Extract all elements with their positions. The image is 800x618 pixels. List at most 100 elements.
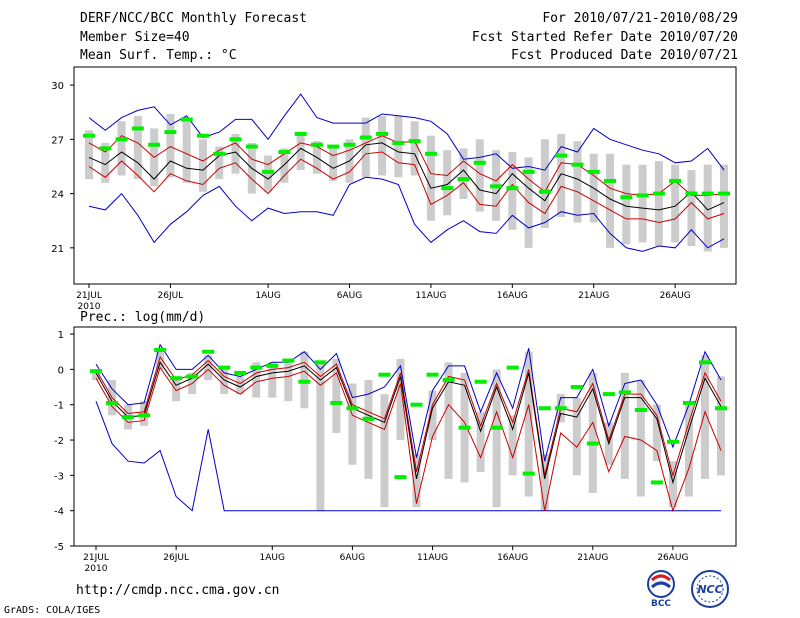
observation-marker xyxy=(278,149,291,154)
observation-marker xyxy=(234,370,247,375)
x-tick-label-precipitation: 6AUG xyxy=(340,553,365,563)
observation-marker xyxy=(180,117,193,122)
spread-bar xyxy=(459,148,468,200)
x-tick-label-temperature: 6AUG xyxy=(337,291,362,301)
bcc-logo: BCC xyxy=(647,570,675,608)
observation-marker xyxy=(441,186,454,191)
spread-bar xyxy=(444,362,453,479)
observation-marker xyxy=(378,372,391,377)
observation-marker xyxy=(196,133,209,138)
ncc-logo-label: NCC xyxy=(697,583,722,596)
spread-bar xyxy=(652,404,661,462)
source-url[interactable]: http://cmdp.ncc.cma.gov.cn xyxy=(76,583,280,598)
spread-bar xyxy=(364,379,373,479)
spread-bar xyxy=(426,135,435,221)
spread-bar xyxy=(215,146,224,180)
observation-marker xyxy=(218,365,231,370)
series-line-mean xyxy=(88,142,725,211)
observation-marker xyxy=(570,385,583,390)
plot-frame-precipitation xyxy=(73,326,737,547)
observation-marker xyxy=(669,178,682,183)
spread-bar xyxy=(475,139,484,212)
observation-marker xyxy=(458,425,471,430)
series-line-upper xyxy=(88,135,725,196)
x-tick-label-precipitation: 21JUL xyxy=(83,553,109,563)
observation-marker xyxy=(362,416,375,421)
spread-bar xyxy=(687,170,696,247)
x-tick-label-precipitation: 21AUG xyxy=(577,553,608,563)
observation-marker xyxy=(474,379,487,384)
observation-marker xyxy=(652,191,665,196)
observation-marker xyxy=(650,480,663,485)
observation-marker xyxy=(410,402,423,407)
forecast-started-date: Fcst Started Refer Date 2010/07/20 xyxy=(471,30,738,45)
observation-marker xyxy=(490,425,503,430)
spread-bar xyxy=(622,164,631,245)
series-line-mean xyxy=(95,361,722,485)
observation-marker xyxy=(604,178,617,183)
observation-marker xyxy=(685,191,698,196)
spread-bar xyxy=(720,164,728,248)
spread-bar xyxy=(378,115,387,176)
series-line-upper xyxy=(95,355,722,478)
spread-bar xyxy=(620,372,629,479)
chart-title: DERF/NCC/BCC Monthly Forecast xyxy=(80,11,307,26)
observation-marker xyxy=(587,169,600,174)
observation-marker xyxy=(229,137,242,142)
observation-marker xyxy=(106,400,119,405)
observation-marker xyxy=(457,177,470,182)
y-tick-label-temperature: 24 xyxy=(51,190,64,201)
spread-bar xyxy=(394,115,403,178)
observation-marker xyxy=(164,130,177,135)
spread-bar xyxy=(172,376,181,402)
spread-bar xyxy=(524,351,533,497)
spread-bar xyxy=(636,379,645,497)
spread-bar xyxy=(296,133,305,171)
spread-bar xyxy=(156,348,165,370)
x-tick-label-temperature: 21JUL xyxy=(76,291,102,301)
observation-marker xyxy=(586,441,599,446)
spread-bar xyxy=(166,114,175,178)
y-tick-label-precipitation: -3 xyxy=(54,471,64,482)
spread-bar xyxy=(236,376,245,395)
observation-marker xyxy=(554,406,567,411)
observation-marker xyxy=(148,142,161,147)
spread-bar xyxy=(668,461,677,508)
observation-marker xyxy=(473,160,486,165)
observation-marker xyxy=(538,406,551,411)
spread-bar xyxy=(412,454,421,508)
observation-marker xyxy=(442,377,455,382)
observation-marker xyxy=(99,146,112,151)
observation-marker xyxy=(122,415,135,420)
spread-bar xyxy=(540,139,549,228)
observation-marker xyxy=(83,133,95,138)
observation-marker xyxy=(538,189,551,194)
plot-frame-temperature xyxy=(73,66,737,285)
spread-bar xyxy=(280,148,289,183)
spread-bar xyxy=(588,372,597,494)
spread-bar xyxy=(231,133,240,174)
observation-marker xyxy=(522,471,535,476)
y-tick-label-precipitation: -4 xyxy=(54,507,64,518)
observation-marker xyxy=(186,374,199,379)
x-tick-label-temperature: 16AUG xyxy=(497,291,528,301)
observation-marker xyxy=(115,137,128,142)
observation-marker xyxy=(506,365,519,370)
spread-bar xyxy=(700,355,709,479)
observation-marker xyxy=(154,347,167,352)
observation-marker xyxy=(408,139,421,144)
spread-bar xyxy=(361,117,370,178)
spread-bar xyxy=(573,141,582,223)
y-tick-label-precipitation: 1 xyxy=(58,330,64,341)
x-tick-label-temperature: 26AUG xyxy=(660,291,691,301)
y-tick-label-precipitation: -2 xyxy=(54,436,64,447)
spread-bar xyxy=(133,115,142,180)
observation-marker xyxy=(245,144,258,149)
spread-bar xyxy=(182,117,191,183)
x-tick-label-precipitation: 1AUG xyxy=(260,553,285,563)
observation-marker xyxy=(555,153,568,158)
observation-marker xyxy=(634,408,647,413)
bcc-logo-label: BCC xyxy=(651,599,671,608)
observation-marker xyxy=(682,400,695,405)
